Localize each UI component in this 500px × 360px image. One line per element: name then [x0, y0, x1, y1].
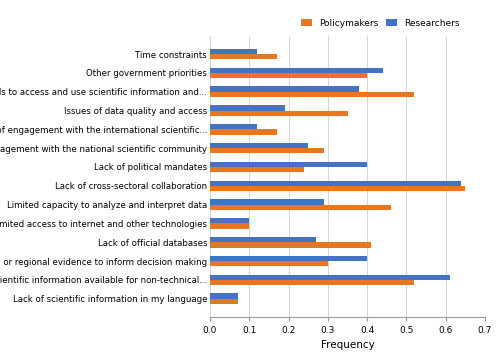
Bar: [210, 111, 348, 116]
Bar: [210, 86, 360, 92]
Bar: [210, 129, 277, 135]
Bar: [210, 204, 390, 210]
Bar: [210, 73, 367, 78]
Bar: [210, 167, 304, 172]
Bar: [210, 237, 316, 242]
Bar: [210, 199, 324, 204]
Bar: [210, 49, 257, 54]
Bar: [210, 293, 238, 299]
Bar: [210, 162, 367, 167]
Bar: [210, 261, 328, 266]
Bar: [210, 143, 308, 148]
Bar: [210, 218, 250, 224]
Bar: [210, 242, 371, 248]
Bar: [210, 186, 466, 191]
Bar: [210, 105, 284, 111]
Bar: [210, 275, 450, 280]
Bar: [210, 92, 414, 97]
Bar: [210, 148, 324, 153]
Bar: [210, 54, 277, 59]
Bar: [210, 181, 462, 186]
Bar: [210, 68, 383, 73]
Legend: Policymakers, Researchers: Policymakers, Researchers: [298, 15, 463, 31]
Bar: [210, 224, 250, 229]
Bar: [210, 280, 414, 285]
Bar: [210, 299, 238, 304]
X-axis label: Frequency: Frequency: [320, 341, 374, 350]
Bar: [210, 256, 367, 261]
Bar: [210, 124, 257, 129]
